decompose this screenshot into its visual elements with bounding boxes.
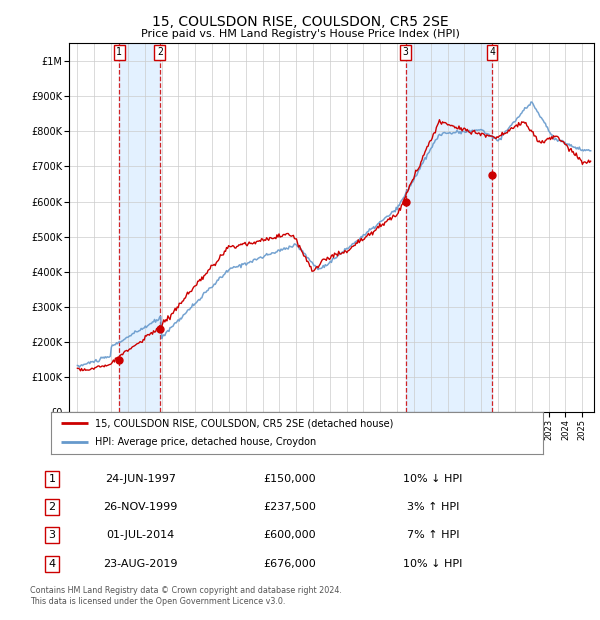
Text: 15, COULSDON RISE, COULSDON, CR5 2SE: 15, COULSDON RISE, COULSDON, CR5 2SE: [152, 16, 448, 30]
Text: 2: 2: [49, 502, 56, 512]
Text: 4: 4: [49, 559, 56, 569]
Bar: [406, 43, 492, 412]
Text: 1: 1: [49, 474, 56, 484]
Text: 1: 1: [116, 47, 122, 57]
Text: £237,500: £237,500: [263, 502, 316, 512]
Text: 3% ↑ HPI: 3% ↑ HPI: [407, 502, 459, 512]
Text: 15, COULSDON RISE, COULSDON, CR5 2SE (detached house): 15, COULSDON RISE, COULSDON, CR5 2SE (de…: [95, 418, 394, 428]
Text: 23-AUG-2019: 23-AUG-2019: [103, 559, 178, 569]
Text: 4: 4: [489, 47, 495, 57]
Text: 24-JUN-1997: 24-JUN-1997: [105, 474, 176, 484]
Text: Contains HM Land Registry data © Crown copyright and database right 2024.: Contains HM Land Registry data © Crown c…: [30, 586, 342, 595]
Text: 26-NOV-1999: 26-NOV-1999: [103, 502, 178, 512]
Text: 01-JUL-2014: 01-JUL-2014: [106, 530, 175, 540]
Text: Price paid vs. HM Land Registry's House Price Index (HPI): Price paid vs. HM Land Registry's House …: [140, 29, 460, 39]
Text: 10% ↓ HPI: 10% ↓ HPI: [403, 559, 463, 569]
Text: £676,000: £676,000: [263, 559, 316, 569]
Point: [155, 324, 164, 334]
Text: 10% ↓ HPI: 10% ↓ HPI: [403, 474, 463, 484]
Text: 2: 2: [157, 47, 163, 57]
Point: [401, 197, 410, 206]
Text: 3: 3: [403, 47, 409, 57]
Point: [487, 170, 497, 180]
Text: 7% ↑ HPI: 7% ↑ HPI: [407, 530, 459, 540]
Bar: [119, 43, 160, 412]
Text: This data is licensed under the Open Government Licence v3.0.: This data is licensed under the Open Gov…: [30, 597, 286, 606]
Text: HPI: Average price, detached house, Croydon: HPI: Average price, detached house, Croy…: [95, 438, 317, 448]
Text: £150,000: £150,000: [263, 474, 316, 484]
Text: £600,000: £600,000: [263, 530, 316, 540]
Text: 3: 3: [49, 530, 56, 540]
Point: [115, 355, 124, 365]
